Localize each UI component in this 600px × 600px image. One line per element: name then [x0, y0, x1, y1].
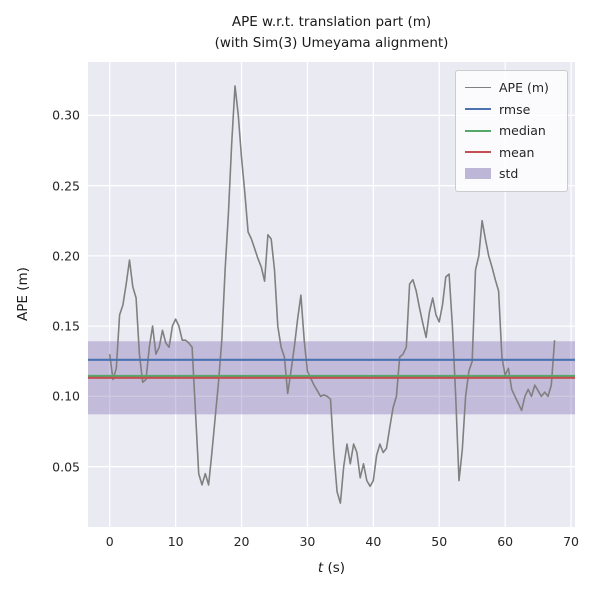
chart-title-line1: APE w.r.t. translation part (m) — [231, 14, 432, 30]
legend-swatch — [465, 151, 491, 154]
x-tick-label: 60 — [497, 534, 514, 549]
legend-swatch — [465, 129, 491, 132]
legend-label: std — [499, 166, 519, 182]
legend: APE (m) rmse median mean std — [455, 70, 568, 192]
y-tick-label: 0.05 — [52, 459, 80, 475]
legend-item-rmse: rmse — [465, 99, 558, 121]
y-tick-label: 0.30 — [52, 107, 80, 123]
legend-swatch — [465, 87, 491, 89]
x-tick-label: 0 — [105, 534, 114, 549]
x-tick-label: 50 — [431, 534, 448, 549]
legend-label: rmse — [499, 101, 531, 117]
chart-title-line2: (with Sim(3) Umeyama alignment) — [214, 34, 449, 51]
y-tick-label: 0.20 — [52, 248, 80, 264]
x-tick-label: 20 — [233, 534, 250, 549]
legend-item-ape-m: APE (m) — [465, 77, 558, 99]
x-tick-label: 10 — [167, 534, 184, 549]
legend-label: APE (m) — [499, 80, 549, 96]
legend-label: median — [499, 123, 546, 139]
legend-item-median: median — [465, 120, 558, 142]
legend-item-std: std — [465, 163, 558, 185]
x-tick-label: 70 — [563, 534, 579, 549]
y-tick-label: 0.10 — [52, 388, 80, 404]
legend-label: mean — [499, 144, 535, 160]
legend-item-mean: mean — [465, 142, 558, 164]
y-tick-label: 0.25 — [52, 178, 80, 194]
x-tick-label: 30 — [299, 534, 316, 549]
y-tick-label: 0.15 — [52, 318, 80, 334]
x-axis-label-variable: t — [317, 560, 324, 576]
chart-title: APE w.r.t. translation part (m) (with Si… — [88, 12, 575, 54]
legend-swatch — [465, 168, 491, 180]
ape-series-line — [108, 85, 556, 504]
legend-swatch — [465, 108, 491, 111]
x-tick-label: 40 — [365, 534, 382, 549]
x-axis-label: t (s) — [88, 560, 575, 576]
y-axis-label: APE (m) — [15, 267, 31, 322]
x-axis-label-unit: (s) — [323, 560, 346, 576]
